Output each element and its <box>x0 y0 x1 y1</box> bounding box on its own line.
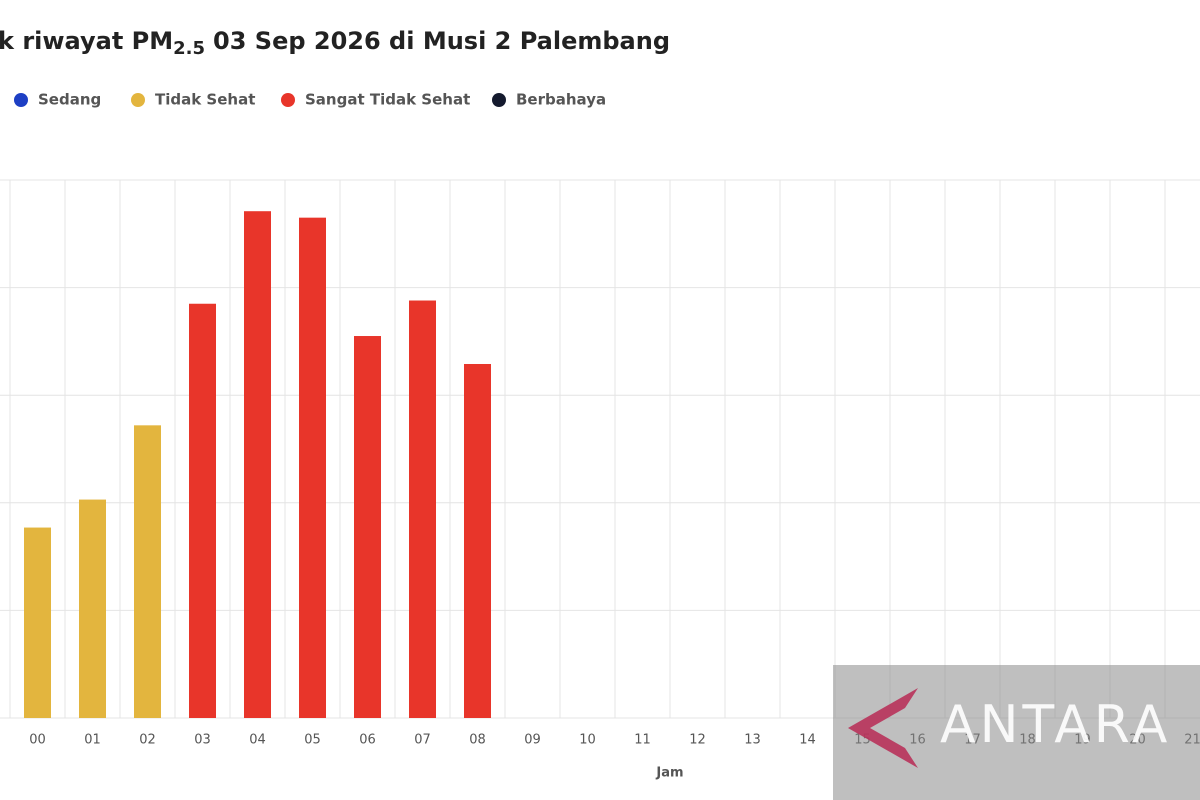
x-tick-label: 01 <box>84 733 101 748</box>
x-tick-label: 00 <box>29 733 46 748</box>
x-tick-label: 02 <box>139 733 156 748</box>
bar <box>244 211 271 719</box>
legend-marker <box>14 93 28 107</box>
x-tick-label: 09 <box>524 733 541 748</box>
x-tick-label: 04 <box>249 733 266 748</box>
legend-item: Berbahaya <box>492 91 606 109</box>
x-tick-label: 08 <box>469 733 486 748</box>
title-prefix: k riwayat PM <box>0 27 173 55</box>
legend-label: Tidak Sehat <box>155 91 255 109</box>
chart-title: k riwayat PM2.5 03 Sep 2026 di Musi 2 Pal… <box>0 27 670 59</box>
legend-item: Tidak Sehat <box>131 91 255 109</box>
plot: 0001020304050607080910111213141516171819… <box>0 179 1200 748</box>
x-tick-label: 07 <box>414 733 431 748</box>
watermark: ANTARA <box>833 665 1200 800</box>
watermark-logo <box>848 688 918 768</box>
legend-marker <box>131 93 145 107</box>
watermark-text: ANTARA <box>940 695 1171 755</box>
legend-item: Sangat Tidak Sehat <box>281 91 470 109</box>
x-tick-label: 06 <box>359 733 376 748</box>
x-tick-label: 14 <box>799 733 816 748</box>
x-tick-label: 11 <box>634 733 651 748</box>
bar <box>464 363 491 718</box>
bar <box>409 300 436 718</box>
legend-marker <box>281 93 295 107</box>
legend-label: Sedang <box>38 91 101 109</box>
bar <box>24 527 51 718</box>
watermark-box <box>833 665 1200 800</box>
bar <box>299 217 326 718</box>
bar <box>79 499 106 718</box>
x-tick-label: 13 <box>744 733 761 748</box>
legend-marker <box>492 93 506 107</box>
bar <box>134 425 161 718</box>
legend-label: Sangat Tidak Sehat <box>305 91 470 109</box>
legend-label: Berbahaya <box>516 91 606 109</box>
title-suffix: 03 Sep 2026 di Musi 2 Palembang <box>213 27 670 55</box>
x-tick-label: 05 <box>304 733 321 748</box>
x-tick-label: 10 <box>579 733 596 748</box>
x-tick-label: 03 <box>194 733 211 748</box>
x-tick-label: 12 <box>689 733 706 748</box>
bar <box>354 336 381 718</box>
x-axis-label: Jam <box>655 766 683 781</box>
bar <box>189 303 216 718</box>
legend-item: Sedang <box>14 91 101 109</box>
title-subscript: 2.5 <box>173 38 205 59</box>
